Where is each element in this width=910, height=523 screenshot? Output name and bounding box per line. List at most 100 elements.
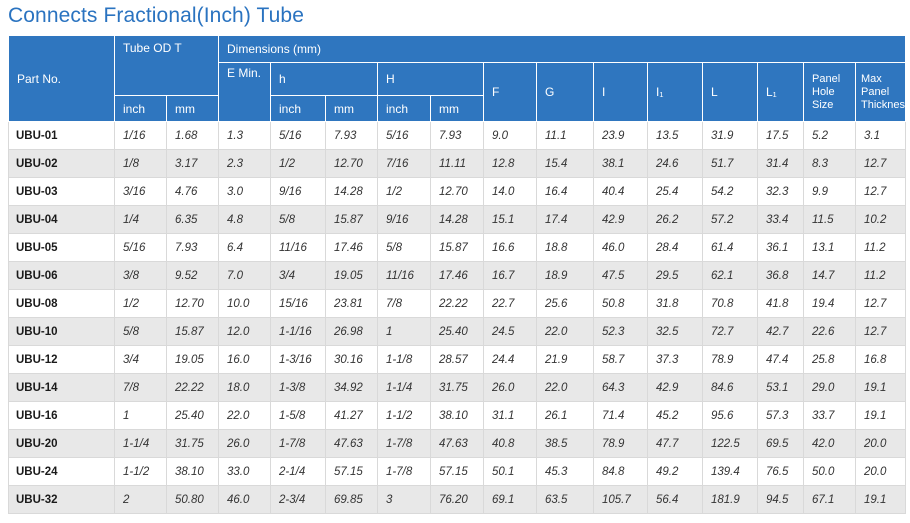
table-cell: 57.3 xyxy=(757,401,804,430)
table-cell: 5/8 xyxy=(114,317,167,346)
table-cell: 10.2 xyxy=(854,205,907,234)
table-cell: 28.57 xyxy=(430,345,484,374)
table-cell: 3/4 xyxy=(114,345,167,374)
table-cell: 7/8 xyxy=(114,373,167,402)
part-number-cell: UBU-02 xyxy=(8,149,115,178)
part-number-cell: UBU-20 xyxy=(8,429,115,458)
table-cell: 12.7 xyxy=(854,289,907,318)
table-cell: 25.4 xyxy=(647,177,703,206)
table-cell: 57.15 xyxy=(325,457,378,486)
table-cell: 12.70 xyxy=(430,177,484,206)
table-cell: 16.4 xyxy=(536,177,594,206)
table-row: UBU-08 1/2 12.70 10.0 15/16 23.81 7/8 22.22 22.7… xyxy=(8,289,907,318)
table-row: UBU-12 3/4 19.05 16.0 1-3/16 30.16 1-1/8 28.57 2… xyxy=(8,345,907,374)
part-number-cell: UBU-16 xyxy=(8,401,115,430)
table-cell: 14.0 xyxy=(483,177,537,206)
table-cell: 49.2 xyxy=(647,457,703,486)
table-cell: 69.1 xyxy=(483,485,537,514)
table-cell: 7.93 xyxy=(166,233,219,262)
table-cell: 33.4 xyxy=(757,205,804,234)
table-cell: 18.8 xyxy=(536,233,594,262)
part-number-cell: UBU-10 xyxy=(8,317,115,346)
table-cell: 17.46 xyxy=(325,233,378,262)
table-cell: 36.8 xyxy=(757,261,804,290)
table-cell: 94.5 xyxy=(757,485,804,514)
table-cell: 31.75 xyxy=(166,429,219,458)
header-h-mm: mm xyxy=(325,95,378,122)
table-cell: 1-1/8 xyxy=(377,345,431,374)
table-row: UBU-16 1 25.40 22.0 1-5/8 41.27 1-1/2 38.10 31.1… xyxy=(8,401,907,430)
table-cell: 11/16 xyxy=(270,233,326,262)
table-cell: 7/8 xyxy=(377,289,431,318)
table-cell: 11.2 xyxy=(854,261,907,290)
part-number-cell: UBU-32 xyxy=(8,485,115,514)
table-cell: 15.87 xyxy=(166,317,219,346)
table-cell: 7.93 xyxy=(325,121,378,150)
table-cell: 5/8 xyxy=(270,205,326,234)
table-row: UBU-01 1/16 1.68 1.3 5/16 7.93 5/16 7.93 9.0 11.1… xyxy=(8,121,907,150)
table-cell: 47.63 xyxy=(430,429,484,458)
table-cell: 21.9 xyxy=(536,345,594,374)
table-cell: 47.7 xyxy=(647,429,703,458)
table-cell: 1-1/2 xyxy=(114,457,167,486)
table-cell: 50.1 xyxy=(483,457,537,486)
table-cell: 47.63 xyxy=(325,429,378,458)
table-cell: 29.0 xyxy=(803,373,856,402)
table-cell: 9.9 xyxy=(803,177,856,206)
header-h-lower: h xyxy=(270,62,378,96)
table-cell: 17.46 xyxy=(430,261,484,290)
table-cell: 22.0 xyxy=(218,401,271,430)
header-l: L xyxy=(702,62,758,122)
table-cell: 78.9 xyxy=(593,429,648,458)
header-h-upper: H xyxy=(377,62,484,96)
header-H-mm: mm xyxy=(430,95,484,122)
table-cell: 36.1 xyxy=(757,233,804,262)
table-cell: 1-7/8 xyxy=(377,457,431,486)
table-cell: 15/16 xyxy=(270,289,326,318)
table-cell: 8.3 xyxy=(803,149,856,178)
table-row: UBU-24 1-1/2 38.10 33.0 2-1/4 57.15 1-7/8 57.15… xyxy=(8,457,907,486)
table-cell: 3/8 xyxy=(114,261,167,290)
table-cell: 51.7 xyxy=(702,149,758,178)
table-cell: 15.4 xyxy=(536,149,594,178)
spec-table: Part No. Tube OD T Dimensions (mm) E Min… xyxy=(8,35,907,514)
table-cell: 17.4 xyxy=(536,205,594,234)
table-cell: 50.8 xyxy=(593,289,648,318)
header-f: F xyxy=(483,62,537,122)
table-cell: 12.70 xyxy=(325,149,378,178)
table-row: UBU-32 2 50.80 46.0 2-3/4 69.85 3 76.20 69.1 63.5… xyxy=(8,485,907,514)
table-cell: 69.5 xyxy=(757,429,804,458)
table-cell: 14.28 xyxy=(430,205,484,234)
table-cell: 71.4 xyxy=(593,401,648,430)
table-cell: 40.8 xyxy=(483,429,537,458)
table-cell: 24.4 xyxy=(483,345,537,374)
part-number-cell: UBU-01 xyxy=(8,121,115,150)
table-cell: 1 xyxy=(377,317,431,346)
table-cell: 3.17 xyxy=(166,149,219,178)
table-cell: 4.76 xyxy=(166,177,219,206)
header-max-panel: Max Panel Thickness xyxy=(854,62,907,122)
table-cell: 45.3 xyxy=(536,457,594,486)
table-cell: 47.4 xyxy=(757,345,804,374)
table-cell: 2-1/4 xyxy=(270,457,326,486)
table-cell: 3/16 xyxy=(114,177,167,206)
table-cell: 42.7 xyxy=(757,317,804,346)
table-cell: 1.3 xyxy=(218,121,271,150)
table-cell: 62.1 xyxy=(702,261,758,290)
table-cell: 10.0 xyxy=(218,289,271,318)
header-i: I xyxy=(593,62,648,122)
table-row: UBU-04 1/4 6.35 4.8 5/8 15.87 9/16 14.28 15.1 17.… xyxy=(8,205,907,234)
table-cell: 1-7/8 xyxy=(270,429,326,458)
table-cell: 84.8 xyxy=(593,457,648,486)
table-cell: 6.35 xyxy=(166,205,219,234)
header-i1: I₁ xyxy=(647,62,703,122)
table-cell: 9.52 xyxy=(166,261,219,290)
table-cell: 33.7 xyxy=(803,401,856,430)
header-g: G xyxy=(536,62,594,122)
table-cell: 42.9 xyxy=(647,373,703,402)
table-cell: 1/2 xyxy=(114,289,167,318)
table-cell: 34.92 xyxy=(325,373,378,402)
table-row: UBU-20 1-1/4 31.75 26.0 1-7/8 47.63 1-7/8 47.63… xyxy=(8,429,907,458)
table-cell: 3.0 xyxy=(218,177,271,206)
table-cell: 24.5 xyxy=(483,317,537,346)
